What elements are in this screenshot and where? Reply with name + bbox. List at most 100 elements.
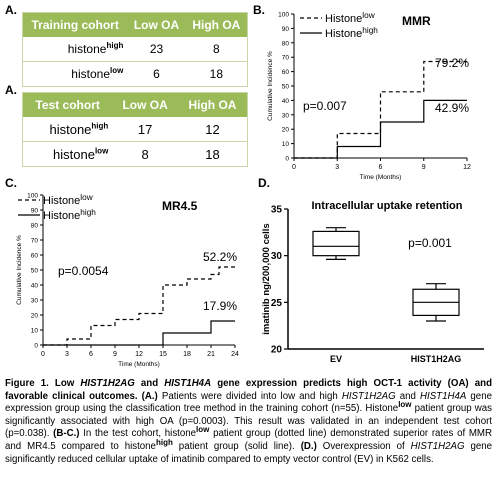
table-row: histonelow 8 18 xyxy=(22,141,248,167)
table-cell: 12 xyxy=(177,117,248,142)
x-axis-label: Time (Months) xyxy=(360,174,402,181)
caption-part-label: (D.) xyxy=(300,440,317,452)
caption-gene: HIST1H2AG xyxy=(80,378,135,389)
caption-title-text: gene expression predicts high OCT-1 acti… xyxy=(5,378,492,402)
x-tick-label: 12 xyxy=(463,164,471,171)
y-tick-label: 80 xyxy=(31,223,39,230)
table-cell: 17 xyxy=(112,117,178,142)
y-tick-label: 50 xyxy=(282,84,290,91)
end-label: 52.2% xyxy=(203,250,237,264)
x-tick-label: 24 xyxy=(231,351,239,358)
panel-label-a: A. xyxy=(5,3,17,17)
caption-title-text: and xyxy=(134,378,165,389)
y-tick-label: 10 xyxy=(282,141,290,148)
panel-label-b: B. xyxy=(253,3,265,17)
caption-text: gene significantly reduced cellular upta… xyxy=(5,440,492,465)
y-tick-label: 30 xyxy=(31,298,39,305)
panel-label-d: D. xyxy=(258,176,270,190)
y-tick-label: 100 xyxy=(278,12,289,19)
table-cell: 23 xyxy=(127,37,186,62)
row-label: histone xyxy=(67,42,107,56)
row-label-sup: low xyxy=(94,146,109,156)
caption-text: and xyxy=(395,390,421,402)
y-axis-label: Cumulative Incidence % xyxy=(267,51,274,121)
panel-label-a2: A. xyxy=(5,83,17,97)
table-cell: 8 xyxy=(112,141,178,167)
legend-label: Histonelow xyxy=(43,193,93,207)
y-tick-label: 10 xyxy=(31,328,39,335)
y-axis-label: imatinib ng/200,000 cells xyxy=(261,223,272,334)
panel-label-c: C. xyxy=(5,176,17,190)
row-label-sup: high xyxy=(106,41,124,50)
row-label-cell: histonehigh xyxy=(22,37,128,62)
table-row: histonehigh 17 12 xyxy=(22,117,248,142)
caption-gene: HIST1H4A xyxy=(420,390,467,402)
row-label-cell: histonelow xyxy=(22,141,113,167)
legend-label: Histonehigh xyxy=(43,208,96,222)
row-label: histone xyxy=(71,67,110,81)
x-tick-label: 3 xyxy=(335,164,339,171)
figure-caption: Figure 1. Low HIST1H2AG and HIST1H4A gen… xyxy=(5,378,492,466)
p-value-annotation: p=0.007 xyxy=(303,99,347,113)
caption-sup: high xyxy=(155,437,173,447)
training-cohort-table: Training cohort Low OA High OA histonehi… xyxy=(22,12,248,87)
x-tick-label: 6 xyxy=(89,351,93,358)
legend-label: Histonehigh xyxy=(325,26,378,40)
table-row: histonehigh 23 8 xyxy=(22,37,248,62)
chart-title: Intracellular uptake retention xyxy=(312,200,463,212)
p-value-annotation: p=0.001 xyxy=(408,236,452,250)
x-tick-label: 9 xyxy=(113,351,117,358)
end-label: 42.9% xyxy=(435,101,469,115)
y-tick-label: 40 xyxy=(31,283,39,290)
row-label-cell: histonehigh xyxy=(22,117,113,142)
chart-d-uptake: 20 25 30 35 imatinib ng/200,000 cells Intrace… xyxy=(261,200,484,364)
y-tick-label: 0 xyxy=(285,156,289,163)
x-axis-label: Time (Months) xyxy=(118,361,160,368)
table-header-cell: Low OA xyxy=(127,12,186,37)
y-tick-label: 0 xyxy=(34,343,38,350)
table-cell: 18 xyxy=(185,61,248,87)
table-cell: 8 xyxy=(185,37,248,62)
x-category-label: HIST1H2AG xyxy=(411,354,462,364)
y-tick-label: 40 xyxy=(282,98,290,105)
caption-figure-label: Figure 1. xyxy=(5,378,49,389)
caption-text: patient group (solid line). xyxy=(172,440,295,452)
x-tick-label: 0 xyxy=(41,351,45,358)
box xyxy=(312,230,360,257)
caption-text: Patients were divided into low and high xyxy=(157,390,342,402)
chart-title: MMR xyxy=(402,14,431,28)
caption-title-text: Low xyxy=(54,378,81,389)
x-tick-label: 15 xyxy=(159,351,167,358)
y-tick-label: 20 xyxy=(282,127,290,134)
caption-sup: low xyxy=(398,399,412,409)
x-tick-label: 9 xyxy=(422,164,426,171)
table-cell: 6 xyxy=(127,61,186,87)
caption-part-label: (A.) xyxy=(141,390,158,402)
row-label: histone xyxy=(49,121,92,137)
table-row: histonelow 6 18 xyxy=(22,61,248,87)
x-tick-label: 18 xyxy=(183,351,191,358)
y-tick-label: 90 xyxy=(31,208,39,215)
y-tick-label: 30 xyxy=(271,251,283,262)
table-header-cell: Low OA xyxy=(112,92,178,117)
table-header-cell: High OA xyxy=(177,92,248,117)
y-tick-label: 60 xyxy=(282,69,290,76)
caption-text: gene expression group using the classifi… xyxy=(5,390,492,415)
caption-gene: HIST1H2AG xyxy=(341,390,396,402)
caption-text: In the test cohort, histone xyxy=(79,428,197,440)
p-value-annotation: p=0.0054 xyxy=(58,264,109,278)
table-header-row: Training cohort Low OA High OA xyxy=(22,12,248,37)
caption-text: patient group (dotted line) demonstrated… xyxy=(5,428,492,452)
chart-b-mmr: 0 10 20 30 40 50 60 70 80 90 100 0 3 6 9 12 Time (Months… xyxy=(267,11,471,181)
y-axis-label: Cumulative Incidence % xyxy=(16,235,23,305)
row-label: histone xyxy=(53,146,95,162)
caption-sup: low xyxy=(196,425,210,435)
caption-part-label: (B-C.) xyxy=(53,428,80,440)
y-tick-label: 60 xyxy=(31,253,39,260)
series-line-histone-low xyxy=(43,266,235,346)
end-label: 17.9% xyxy=(203,299,237,313)
legend-label: Histonelow xyxy=(325,11,375,25)
row-label-sup: low xyxy=(110,66,124,75)
y-tick-label: 35 xyxy=(271,205,283,216)
y-tick-label: 50 xyxy=(31,268,39,275)
